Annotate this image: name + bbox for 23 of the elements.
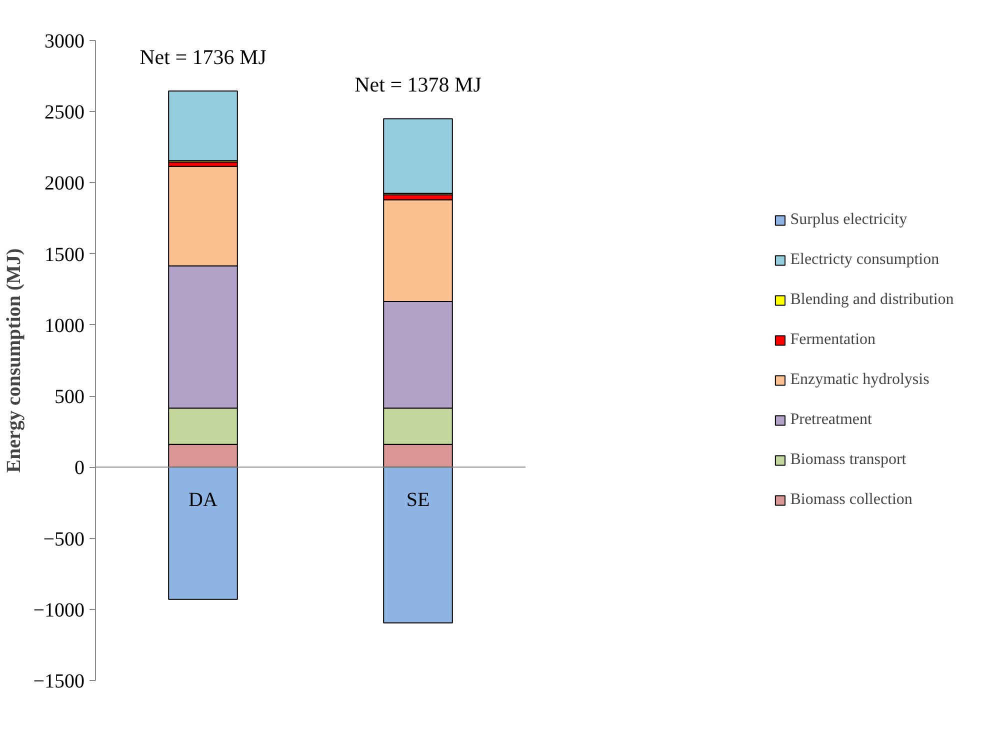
legend-label: Enzymatic hydrolysis [790,371,930,389]
y-tick-label: 500 [54,386,84,408]
y-tick-label: 2000 [44,172,84,195]
x-tick-label: SE [406,489,430,512]
legend-label: Surplus electricity [790,211,908,229]
x-tick-label: DA [188,489,218,512]
legend-label: Fermentation [790,331,876,349]
y-tick-label: −1500 [33,670,84,692]
y-tick-label: 1500 [44,244,84,266]
annotation: Net = 1378 MJ [354,72,482,97]
legend-label: Electricty consumption [790,251,940,269]
y-tick-label: 3000 [44,30,84,52]
legend-label: Blending and distribution [790,291,954,309]
y-axis-title: Energy consumption (MJ) [3,248,26,473]
y-tick-label: 1000 [44,314,84,337]
y-tick-label: 0 [74,457,84,480]
legend-label: Pretreatment [790,411,872,429]
legend-label: Biomass collection [790,491,912,509]
y-tick-label: −500 [43,528,84,550]
annotation: Net = 1736 MJ [140,44,266,69]
legend-label: Biomass transport [790,451,906,469]
y-tick-label: −1000 [33,599,84,622]
y-tick-label: 2500 [44,102,84,124]
